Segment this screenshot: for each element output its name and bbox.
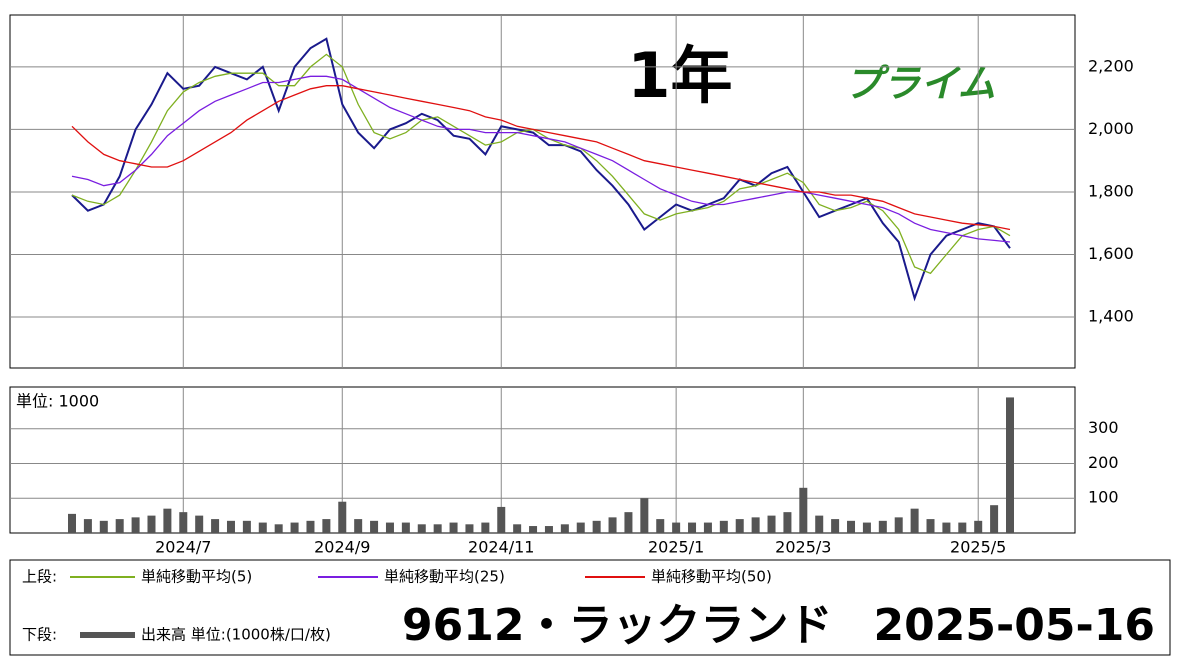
volume-bar	[385, 522, 394, 533]
volume-bar	[433, 524, 442, 533]
volume-bar	[783, 512, 792, 533]
volume-bar	[99, 520, 108, 533]
volume-bar	[990, 505, 999, 533]
x-tick-label: 2025/5	[950, 538, 1006, 557]
volume-bar	[131, 517, 140, 533]
volume-bar	[147, 515, 156, 533]
volume-bar	[910, 508, 919, 533]
volume-bar	[894, 517, 903, 533]
legend-label: 出来高 単位:(1000株/口/枚)	[141, 626, 331, 644]
volume-bar	[449, 522, 458, 533]
volume-bar	[465, 524, 474, 533]
volume-bar	[767, 515, 776, 533]
x-tick-label: 2025/1	[648, 538, 704, 557]
volume-bar	[958, 522, 967, 533]
x-tick-label: 2024/9	[314, 538, 370, 557]
volume-panel	[9, 386, 1076, 534]
volume-bar	[560, 524, 569, 533]
volume-bar	[115, 519, 124, 533]
volume-bar	[163, 508, 172, 533]
volume-bar	[68, 513, 76, 533]
volume-bar	[799, 487, 808, 533]
volume-bar	[592, 520, 601, 533]
volume-bar	[624, 512, 633, 533]
volume-bar	[719, 520, 728, 533]
title: 9612・ラックランド	[402, 600, 832, 651]
volume-bar	[672, 522, 681, 533]
volume-bar	[831, 519, 840, 533]
y-tick-label: 1,600	[1088, 244, 1134, 263]
y-tick-label: 2,000	[1088, 119, 1134, 138]
volume-bar	[195, 515, 204, 533]
volume-bar	[258, 522, 267, 533]
volume-bar	[179, 512, 188, 533]
y-tick-label: 300	[1088, 418, 1119, 437]
moving-average	[71, 53, 1011, 275]
volume-bar	[322, 519, 331, 533]
y-tick-label: 2,200	[1088, 56, 1134, 75]
volume-bar	[640, 498, 649, 533]
volume-bar	[513, 524, 522, 533]
volume-bar	[370, 520, 379, 533]
volume-bar	[608, 517, 617, 533]
legend-label: 単純移動平均(5)	[141, 568, 252, 586]
date: 2025-05-16	[874, 600, 1155, 651]
volume-bar	[926, 519, 935, 533]
moving-average	[71, 85, 1011, 231]
y-tick-label: 200	[1088, 453, 1119, 472]
volume-bar	[290, 522, 299, 533]
volume-bar	[847, 520, 856, 533]
x-tick-label: 2024/11	[468, 538, 534, 557]
market-label: プライム	[844, 62, 995, 106]
legend-box	[9, 559, 1171, 656]
volume-bar	[974, 520, 983, 533]
period-label: 1年	[627, 39, 732, 112]
legend-label: 単純移動平均(50)	[651, 568, 772, 586]
volume-bar	[544, 526, 553, 533]
volume-bar	[338, 501, 347, 533]
legend-label: 単純移動平均(25)	[384, 568, 505, 586]
y-tick-label: 100	[1088, 488, 1119, 507]
unit-label: 単位: 1000	[16, 392, 99, 411]
volume-bar	[226, 520, 235, 533]
volume-bar	[354, 519, 363, 533]
x-tick-label: 2024/7	[155, 538, 211, 557]
y-tick-label: 1,400	[1088, 307, 1134, 326]
volume-bar	[751, 517, 760, 533]
moving-average	[71, 75, 1011, 243]
volume-bar	[497, 506, 506, 533]
volume-bar	[242, 520, 251, 533]
volume-bar	[703, 522, 712, 533]
volume-bar	[815, 515, 824, 533]
volume-bar	[211, 519, 220, 533]
volume-bar	[274, 524, 283, 533]
volume-bar	[942, 522, 951, 533]
legend-prefix: 下段:	[22, 626, 57, 644]
price-line	[71, 37, 1011, 302]
y-tick-label: 1,800	[1088, 181, 1134, 200]
volume-bar	[862, 522, 871, 533]
x-tick-label: 2025/3	[775, 538, 831, 557]
volume-bar	[529, 526, 538, 533]
volume-bar	[576, 522, 585, 533]
volume-bar	[878, 520, 887, 533]
volume-bar	[1006, 397, 1014, 533]
volume-bar	[735, 519, 744, 533]
volume-bar	[481, 522, 490, 533]
volume-bar	[688, 522, 697, 533]
volume-bar	[656, 519, 665, 533]
volume-bar	[306, 520, 315, 533]
volume-bar	[83, 519, 92, 533]
volume-bar	[417, 524, 426, 533]
legend-prefix: 上段:	[22, 568, 57, 586]
volume-bar	[401, 522, 410, 533]
